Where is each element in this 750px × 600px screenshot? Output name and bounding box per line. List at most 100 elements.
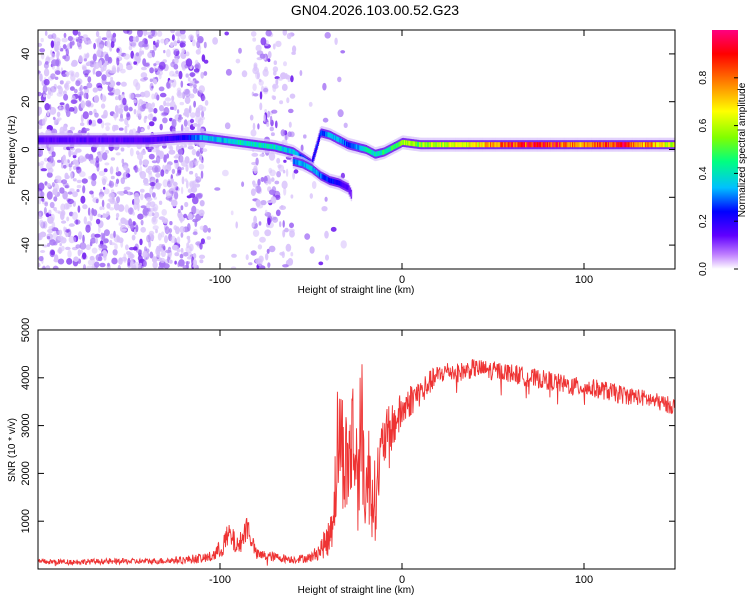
spectrogram-x-tick-label: -100 (209, 274, 231, 286)
noise-speckle (48, 226, 54, 230)
noise-speckle (40, 250, 46, 253)
ridge-core (67, 137, 69, 143)
ridge-core (185, 135, 187, 141)
ridge-core (384, 149, 386, 155)
noise-speckle (136, 249, 143, 254)
branch-core (343, 182, 345, 188)
ridge-core (551, 142, 553, 148)
ridge-core (280, 146, 282, 152)
ridge-core (373, 151, 375, 156)
ridge-core (153, 137, 156, 142)
noise-speckle (199, 153, 203, 162)
ridge-core (198, 135, 200, 141)
ridge-core (377, 151, 379, 156)
noise-speckle (267, 110, 271, 118)
noise-speckle (44, 103, 50, 111)
snr-frame (37, 329, 676, 570)
noise-speckle (187, 77, 191, 82)
noise-speckle (84, 73, 89, 78)
ridge-core (266, 143, 268, 149)
noise-speckle (196, 33, 200, 42)
noise-speckle (80, 157, 87, 162)
ridge-core (278, 145, 280, 151)
noise-speckle (163, 154, 167, 163)
noise-speckle (125, 244, 129, 251)
ridge-core (536, 142, 538, 148)
noise-speckle (138, 259, 144, 263)
noise-speckle (282, 30, 288, 36)
noise-speckle (337, 76, 342, 83)
ridge-core (128, 137, 130, 143)
ridge-core (170, 135, 172, 141)
ridge-core (219, 137, 221, 143)
noise-speckle (71, 211, 78, 221)
noise-speckle (78, 171, 86, 178)
noise-speckle (138, 50, 143, 57)
branch-core (307, 164, 309, 169)
noise-speckle (147, 125, 151, 130)
ridge-core (135, 137, 137, 143)
ridge-core (407, 140, 409, 146)
noise-speckle (169, 106, 175, 110)
noise-speckle (43, 207, 47, 215)
ridge-core (192, 135, 194, 141)
ridge-core (109, 137, 111, 143)
noise-speckle (164, 97, 172, 102)
noise-speckle (311, 181, 317, 189)
noise-speckle (75, 244, 81, 249)
ridge-core (640, 142, 643, 148)
colorbar-gradient (712, 30, 738, 269)
ridge-core (209, 136, 211, 142)
ridge-core (552, 142, 554, 148)
noise-speckle (42, 85, 48, 93)
ridge-core (291, 149, 293, 154)
noise-speckle (139, 262, 143, 266)
ridge-core (105, 137, 108, 143)
noise-speckle (82, 234, 85, 244)
noise-speckle (156, 94, 160, 101)
ridge-core (111, 137, 113, 143)
ridge-core (190, 135, 193, 141)
ridge-core (116, 137, 118, 143)
ridge-core (273, 144, 276, 150)
noise-speckle (180, 80, 184, 88)
ridge-core (419, 142, 421, 148)
ridge-core (533, 142, 536, 148)
noise-speckle (189, 181, 195, 189)
noise-speckle (123, 253, 127, 261)
noise-speckle (110, 76, 114, 81)
branch-core (336, 180, 338, 185)
noise-speckle (39, 231, 47, 238)
noise-speckle (250, 129, 257, 137)
ridge-core (217, 137, 219, 143)
ridge-core (64, 137, 66, 143)
ridge-core (75, 137, 77, 143)
noise-speckle (164, 235, 168, 244)
ridge-core (356, 144, 359, 150)
noise-speckle (53, 241, 58, 246)
noise-speckle (145, 197, 153, 202)
noise-speckle (53, 207, 57, 212)
noise-speckle (250, 31, 257, 37)
ridge-core (472, 142, 474, 148)
ridge-core (315, 146, 317, 152)
noise-speckle (99, 206, 103, 211)
branch-core (345, 184, 347, 190)
noise-speckle (272, 216, 279, 223)
noise-speckle (68, 163, 73, 168)
noise-speckle (111, 257, 118, 265)
ridge-core (113, 137, 115, 143)
ridge-core (499, 142, 502, 148)
ridge-core (79, 137, 81, 143)
noise-speckle (38, 212, 42, 217)
ridge-core (379, 150, 382, 156)
ridge-core (265, 143, 267, 149)
noise-speckle (103, 238, 109, 244)
ridge-core (438, 142, 441, 148)
noise-speckle (121, 158, 125, 164)
noise-speckle (55, 70, 61, 75)
ridge-core (615, 142, 618, 148)
noise-speckle (200, 106, 207, 112)
ridge-core (95, 137, 98, 143)
